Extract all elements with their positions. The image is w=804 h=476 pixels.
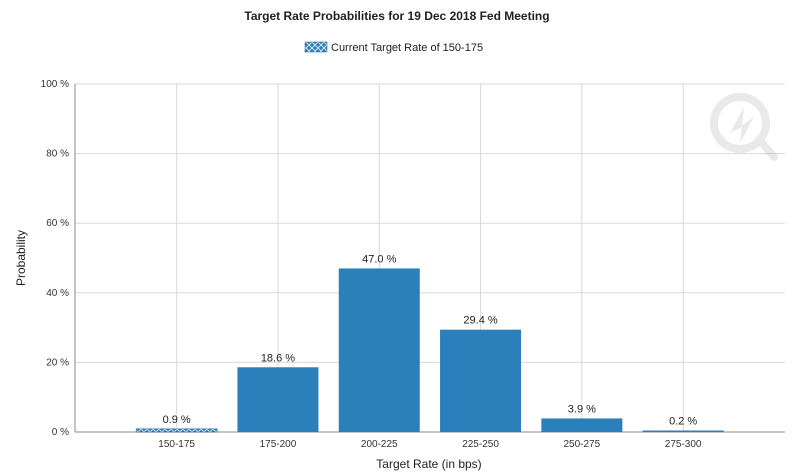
legend-swatch xyxy=(304,41,328,53)
chart-title: Target Rate Probabilities for 19 Dec 201… xyxy=(244,9,549,23)
bar-175-200[interactable] xyxy=(237,367,319,432)
x-tick-label: 150-175 xyxy=(158,439,195,450)
watermark-logo-icon xyxy=(710,93,778,161)
legend[interactable]: Current Target Rate of 150-175 xyxy=(304,41,483,54)
bars xyxy=(135,268,724,433)
x-tick-label: 175-200 xyxy=(260,439,297,450)
bar-275-300[interactable] xyxy=(642,430,724,433)
x-tick-label: 200-225 xyxy=(361,439,398,450)
y-tick-label: 60 % xyxy=(46,218,69,229)
data-label-250-275: 3.9 % xyxy=(568,403,596,415)
x-tick-label: 225-250 xyxy=(462,439,499,450)
bar-250-275[interactable] xyxy=(541,418,623,432)
bar-225-250[interactable] xyxy=(440,329,522,432)
data-label-150-175: 0.9 % xyxy=(163,414,191,426)
data-label-175-200: 18.6 % xyxy=(261,352,295,364)
x-tick-label: 250-275 xyxy=(563,439,600,450)
y-tick-label: 20 % xyxy=(46,357,69,368)
bar-150-175[interactable] xyxy=(135,428,218,433)
grid xyxy=(74,83,785,433)
legend-label: Current Target Rate of 150-175 xyxy=(331,42,483,54)
y-axis-label: Probability xyxy=(14,230,28,286)
y-tick-label: 0 % xyxy=(52,427,69,438)
data-labels: 0.9 % 18.6 % 47.0 % 29.4 % 3.9 % 0.2 % xyxy=(163,253,698,427)
bar-200-225[interactable] xyxy=(338,268,420,432)
y-axis-ticks: 0 % 20 % 40 % 60 % 80 % 100 % xyxy=(41,79,69,438)
data-label-225-250: 29.4 % xyxy=(463,315,497,327)
y-tick-label: 100 % xyxy=(41,79,69,90)
y-tick-label: 40 % xyxy=(46,288,69,299)
y-tick-label: 80 % xyxy=(46,149,69,160)
x-axis-label: Target Rate (in bps) xyxy=(376,457,481,471)
data-label-200-225: 47.0 % xyxy=(362,253,396,265)
x-axis-ticks: 150-175 175-200 200-225 225-250 250-275 275-3… xyxy=(158,439,702,450)
data-label-275-300: 0.2 % xyxy=(669,416,697,428)
x-tick-label: 275-300 xyxy=(665,439,702,450)
